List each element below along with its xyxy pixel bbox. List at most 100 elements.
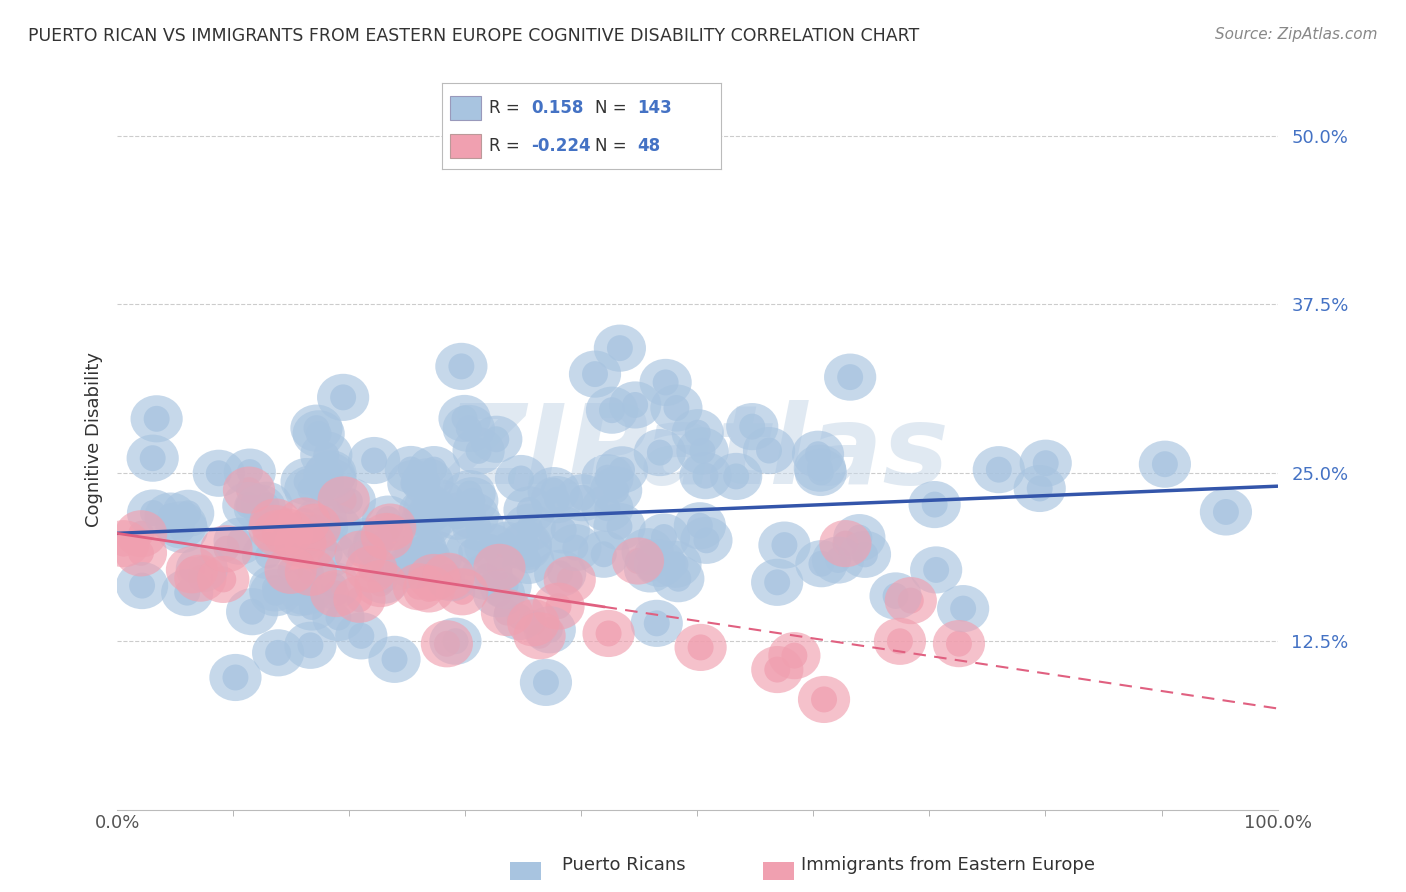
Ellipse shape — [224, 467, 276, 514]
Ellipse shape — [249, 569, 302, 616]
Ellipse shape — [226, 588, 278, 635]
Point — [848, 531, 870, 545]
Ellipse shape — [503, 486, 555, 533]
Ellipse shape — [335, 531, 387, 578]
Ellipse shape — [233, 484, 285, 532]
Point — [142, 506, 165, 520]
Ellipse shape — [1139, 441, 1191, 488]
Ellipse shape — [436, 568, 488, 615]
Point — [1154, 457, 1177, 471]
Ellipse shape — [436, 343, 488, 390]
Ellipse shape — [673, 502, 725, 549]
Point — [515, 537, 537, 551]
Point — [240, 605, 263, 619]
Point — [363, 453, 385, 467]
Ellipse shape — [624, 545, 676, 592]
Point — [766, 575, 789, 590]
Ellipse shape — [884, 577, 936, 624]
Point — [212, 573, 235, 587]
Point — [900, 593, 922, 607]
Point — [238, 483, 260, 497]
Ellipse shape — [650, 541, 702, 588]
Point — [624, 398, 647, 412]
Ellipse shape — [439, 395, 491, 442]
Point — [299, 482, 322, 496]
Ellipse shape — [612, 537, 664, 584]
Ellipse shape — [347, 437, 401, 484]
Point — [654, 376, 676, 390]
Point — [808, 461, 831, 475]
Point — [304, 520, 326, 534]
Point — [446, 509, 468, 524]
Ellipse shape — [910, 547, 962, 593]
Point — [884, 589, 907, 603]
Point — [418, 582, 440, 596]
Point — [495, 578, 517, 592]
Ellipse shape — [591, 467, 643, 514]
Ellipse shape — [813, 536, 865, 583]
Point — [546, 492, 568, 507]
Ellipse shape — [502, 537, 554, 584]
Ellipse shape — [395, 525, 447, 573]
Ellipse shape — [404, 566, 456, 613]
Ellipse shape — [533, 582, 585, 630]
Ellipse shape — [582, 610, 634, 657]
Point — [810, 557, 832, 571]
Ellipse shape — [908, 481, 960, 528]
Ellipse shape — [333, 575, 385, 623]
Point — [308, 426, 330, 441]
Point — [332, 390, 354, 404]
Ellipse shape — [792, 431, 844, 478]
Point — [741, 419, 763, 434]
Ellipse shape — [388, 541, 440, 589]
Ellipse shape — [432, 492, 484, 540]
Point — [638, 562, 661, 576]
Point — [404, 558, 426, 573]
Point — [399, 462, 422, 476]
Ellipse shape — [796, 541, 848, 587]
Ellipse shape — [446, 528, 498, 575]
Point — [409, 541, 432, 556]
Ellipse shape — [672, 409, 724, 457]
Point — [215, 541, 238, 556]
Ellipse shape — [586, 386, 638, 434]
Point — [548, 566, 571, 581]
Point — [925, 563, 948, 577]
Ellipse shape — [596, 446, 648, 493]
Point — [517, 553, 540, 567]
Point — [648, 445, 671, 459]
Point — [596, 501, 619, 516]
Ellipse shape — [323, 477, 375, 524]
Point — [263, 521, 285, 535]
Point — [1028, 482, 1050, 496]
Ellipse shape — [544, 556, 596, 603]
Ellipse shape — [249, 505, 301, 552]
Ellipse shape — [557, 475, 609, 521]
Point — [159, 509, 181, 524]
Ellipse shape — [308, 562, 360, 609]
Point — [488, 560, 510, 574]
Point — [453, 411, 475, 425]
Ellipse shape — [710, 453, 762, 500]
Ellipse shape — [371, 543, 423, 591]
Point — [429, 496, 451, 510]
Ellipse shape — [593, 325, 645, 372]
Point — [301, 600, 323, 615]
Point — [600, 403, 623, 417]
Ellipse shape — [127, 490, 179, 537]
Point — [315, 448, 337, 462]
Point — [695, 468, 717, 483]
Ellipse shape — [166, 546, 218, 593]
Point — [766, 663, 789, 677]
Point — [349, 547, 371, 561]
Ellipse shape — [304, 530, 356, 577]
Ellipse shape — [621, 528, 673, 575]
Ellipse shape — [304, 452, 356, 500]
Point — [457, 421, 479, 435]
Ellipse shape — [264, 547, 316, 594]
Point — [553, 523, 575, 537]
Ellipse shape — [794, 444, 846, 491]
Ellipse shape — [285, 549, 337, 596]
Ellipse shape — [481, 589, 533, 636]
Ellipse shape — [368, 636, 420, 683]
